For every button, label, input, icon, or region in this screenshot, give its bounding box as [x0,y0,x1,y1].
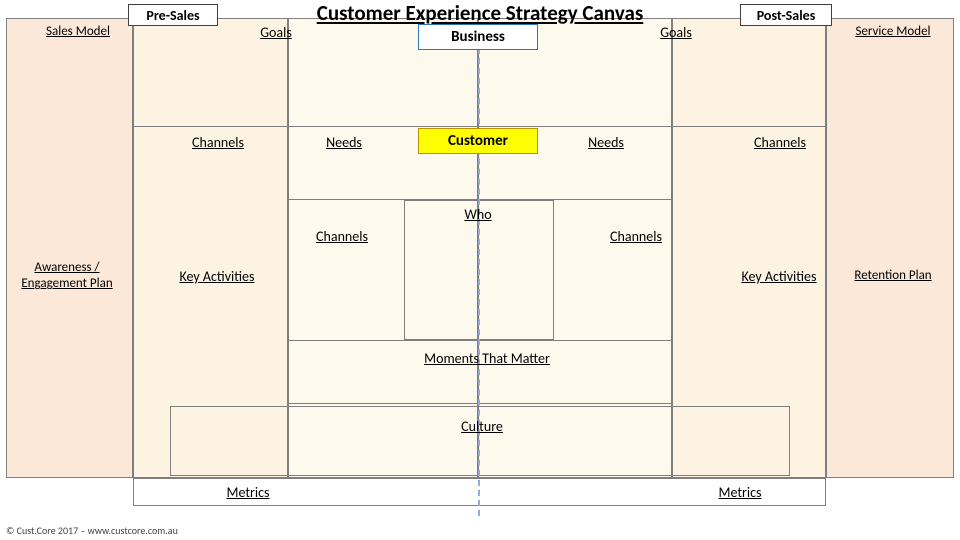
post-sales-label: Post-Sales [740,4,832,26]
channels-mid-right-label: Channels [596,228,676,245]
awareness-plan-label: Awareness / Engagement Plan [4,260,130,293]
needs-right-label: Needs [576,134,636,151]
culture-label: Culture [442,418,522,435]
copyright-footer: © Cust.Core 2017 – www.custcore.com.au [6,524,178,537]
channels-top-right-label: Channels [740,134,820,151]
moments-label: Moments That Matter [402,350,572,367]
center-divider [478,48,480,516]
region-outer-right [826,18,954,478]
retention-plan-label: Retention Plan [834,268,952,283]
service-model-label: Service Model [838,24,948,39]
goals-left-label: Goals [246,24,306,41]
channels-mid-left-label: Channels [302,228,382,245]
who-label: Who [438,206,518,223]
sales-model-label: Sales Model [32,24,124,39]
key-activities-right-label: Key Activities [724,268,834,285]
metrics-left-label: Metrics [208,484,288,501]
canvas-title: Customer Experience Strategy Canvas [290,0,670,26]
business-box: Business [418,24,538,50]
goals-right-label: Goals [646,24,706,41]
needs-left-label: Needs [314,134,374,151]
key-activities-left-label: Key Activities [162,268,272,285]
channels-top-left-label: Channels [178,134,258,151]
region-outer-left [6,18,133,478]
pre-sales-label: Pre-Sales [128,4,218,26]
customer-box: Customer [418,128,538,154]
metrics-right-label: Metrics [700,484,780,501]
region-culture [170,406,790,476]
